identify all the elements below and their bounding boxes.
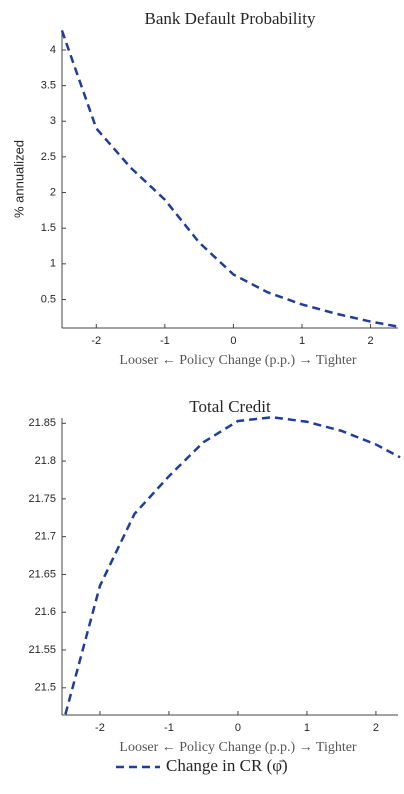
y-tick-label: 21.5 bbox=[35, 682, 56, 694]
x-axis-label: Looser ← Policy Change (p.p.) → Tighter bbox=[119, 353, 357, 368]
x-tick-label: 0 bbox=[230, 335, 236, 347]
y-tick-label: 21.65 bbox=[28, 568, 56, 580]
x-tick-label: 1 bbox=[304, 722, 310, 734]
y-tick-label: 2.5 bbox=[41, 151, 56, 163]
y-tick-label: 21.8 bbox=[35, 455, 56, 467]
y-tick-label: 21.85 bbox=[28, 417, 56, 429]
chart-title: Total Credit bbox=[189, 397, 271, 416]
y-tick-label: 3.5 bbox=[41, 80, 56, 92]
x-tick-label: -2 bbox=[91, 335, 101, 347]
y-tick-label: 21.75 bbox=[28, 493, 56, 505]
y-tick-label: 4 bbox=[50, 44, 56, 56]
x-tick-label: 2 bbox=[368, 335, 374, 347]
x-tick-label: 1 bbox=[299, 335, 305, 347]
x-tick-label: 2 bbox=[373, 722, 379, 734]
y-tick-label: 3 bbox=[50, 115, 56, 127]
y-tick-label: 21.55 bbox=[28, 644, 56, 656]
y-axis-label: % annualized bbox=[11, 140, 26, 218]
line-series bbox=[60, 30, 399, 328]
y-tick-label: 2 bbox=[50, 186, 56, 198]
x-tick-label: -2 bbox=[95, 722, 105, 734]
y-tick-label: 21.6 bbox=[35, 606, 56, 618]
y-tick-label: 1 bbox=[50, 258, 56, 270]
x-tick-label: 0 bbox=[235, 722, 241, 734]
y-tick-label: 0.5 bbox=[41, 293, 56, 305]
x-axis-label: Looser ← Policy Change (p.p.) → Tighter bbox=[119, 740, 357, 755]
y-tick-label: 1.5 bbox=[41, 222, 56, 234]
x-tick-label: -1 bbox=[164, 722, 174, 734]
chart-title: Bank Default Probability bbox=[145, 9, 316, 28]
legend-label: Change in CR (φ̄) bbox=[166, 756, 288, 775]
line-series bbox=[64, 415, 401, 715]
y-tick-label: 21.7 bbox=[35, 531, 56, 543]
x-tick-label: -1 bbox=[160, 335, 170, 347]
